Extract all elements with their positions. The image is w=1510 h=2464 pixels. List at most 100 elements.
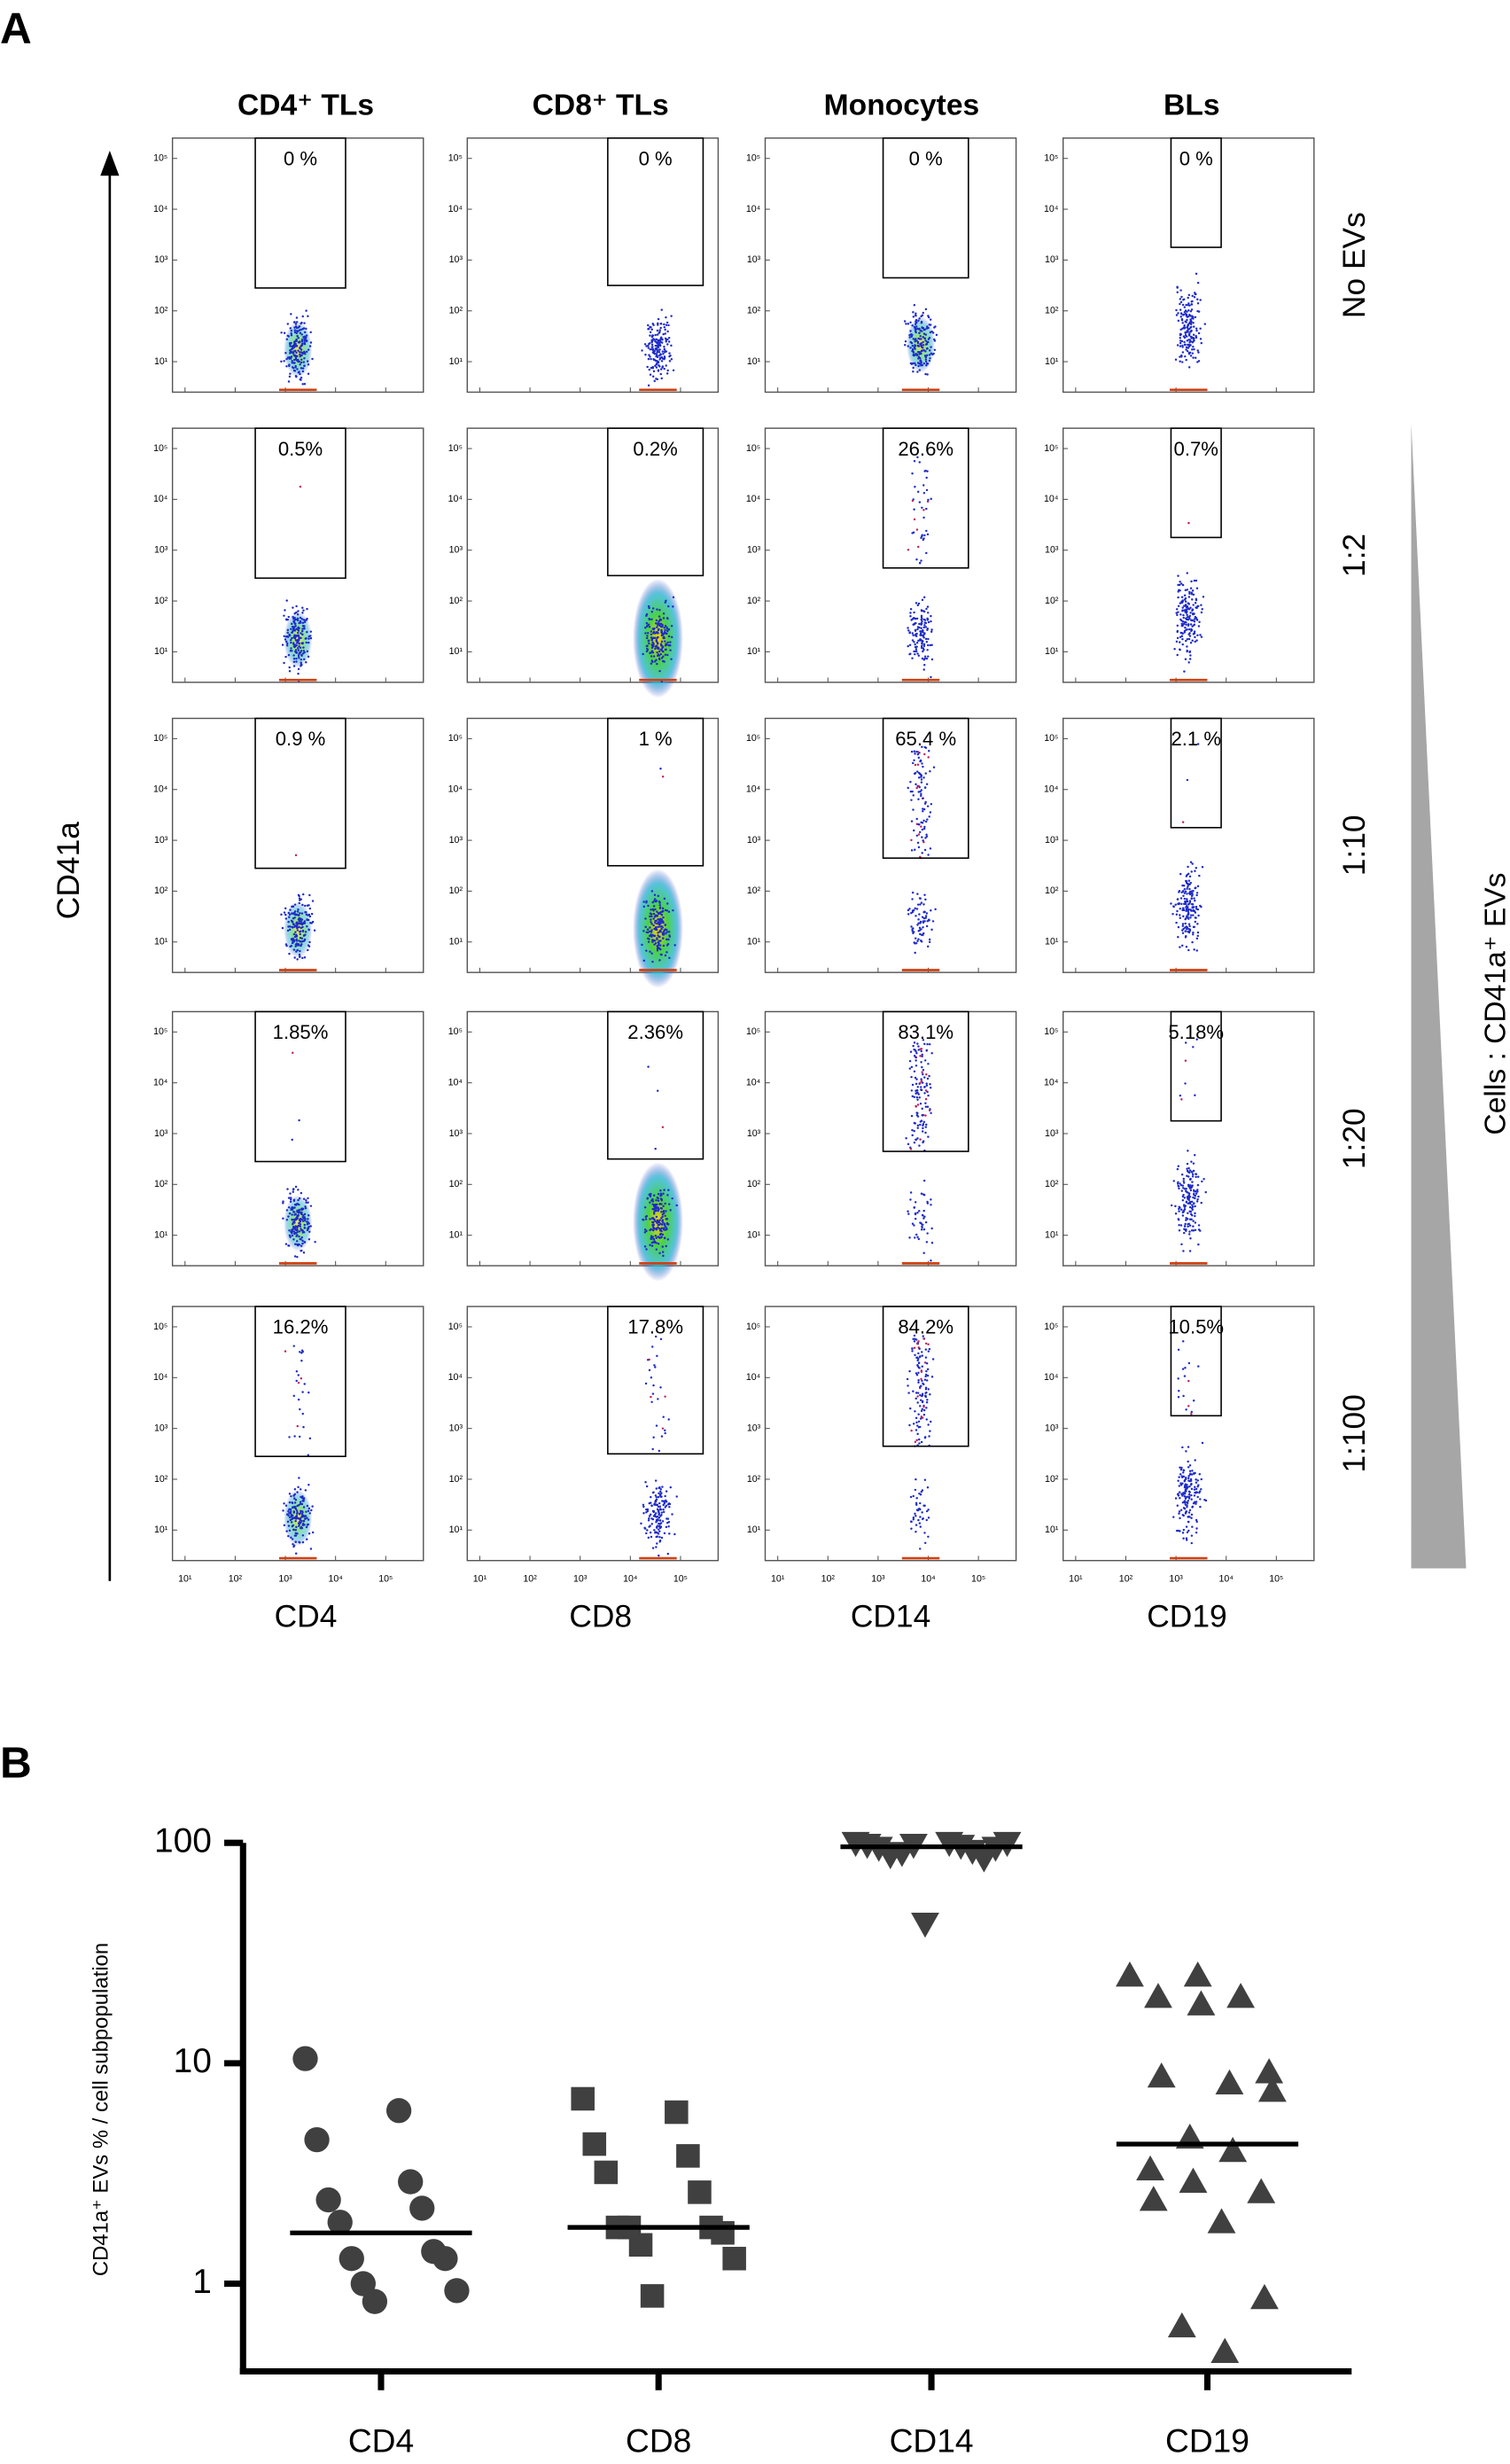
event-dot <box>294 1519 297 1523</box>
event-dot <box>296 1211 299 1213</box>
event-dot <box>1187 1361 1191 1365</box>
event-dot <box>651 607 655 610</box>
event-dot <box>1186 1174 1188 1177</box>
event-dot <box>645 949 648 952</box>
event-dot <box>1186 349 1189 353</box>
event-dot <box>1195 892 1199 894</box>
event-dot <box>1184 626 1187 629</box>
event-dot <box>909 780 912 784</box>
event-dot <box>300 1527 302 1530</box>
event-dot <box>924 308 928 311</box>
event-dot <box>922 348 925 352</box>
y-tick-label: 10¹ <box>154 1229 168 1240</box>
gate-percent: 1 % <box>639 728 673 750</box>
event-dot <box>1185 1539 1188 1541</box>
event-dot <box>294 622 297 625</box>
event-dot <box>1182 1210 1185 1213</box>
event-dot <box>1196 1190 1199 1193</box>
event-dot <box>1189 355 1193 357</box>
event-dot <box>665 931 669 933</box>
y-tick-label: 10⁵ <box>448 733 463 744</box>
event-dot <box>299 932 301 936</box>
event-dot <box>298 621 300 625</box>
event-dot <box>907 629 910 632</box>
event-dot <box>922 643 926 646</box>
y-tick-label: 10⁵ <box>153 153 167 164</box>
event-dot <box>666 369 669 372</box>
gate <box>607 427 704 577</box>
event-dot <box>921 1107 923 1111</box>
event-dot <box>930 497 932 501</box>
event-dot <box>291 631 294 634</box>
event-dot <box>292 660 296 663</box>
event-dot <box>290 341 292 345</box>
event-dot <box>1183 888 1187 891</box>
event-dot <box>658 609 661 612</box>
point <box>676 2144 700 2168</box>
event-dot <box>922 668 925 671</box>
event-dot <box>292 1188 295 1191</box>
event-dot <box>658 1522 660 1525</box>
event-dot <box>659 953 663 956</box>
event-dot <box>658 339 661 342</box>
event-dot <box>908 1067 912 1070</box>
event-dot <box>284 913 287 916</box>
event-dot <box>654 919 657 923</box>
event-dot <box>302 609 305 612</box>
event-dot <box>1192 1399 1195 1402</box>
event-dot <box>926 612 930 614</box>
event-dot <box>284 638 287 641</box>
event-dot <box>913 611 915 614</box>
event-dot <box>291 1538 294 1540</box>
event-dot <box>1177 1493 1179 1495</box>
event-dot <box>908 1059 912 1063</box>
event-dot <box>667 324 670 327</box>
plot-frame <box>466 1306 720 1562</box>
event-dot <box>292 620 295 623</box>
event-dot <box>925 1362 929 1365</box>
event-dot <box>1182 1231 1186 1235</box>
event-dot <box>310 912 314 916</box>
event-dot <box>930 1227 933 1230</box>
event-dot <box>924 637 928 641</box>
event-dot <box>929 357 931 360</box>
event-dot <box>931 331 935 334</box>
event-dot <box>287 911 291 915</box>
event-dot <box>662 1510 665 1514</box>
event-dot <box>913 459 916 463</box>
event-dot <box>1188 1485 1191 1488</box>
event-dot <box>1180 1466 1183 1470</box>
event-dot <box>914 652 916 656</box>
event-dot <box>1179 897 1183 900</box>
event-dot <box>300 1509 302 1513</box>
point <box>594 2160 619 2185</box>
y-tick-label: 10⁵ <box>746 1322 760 1332</box>
event-dot <box>299 485 302 488</box>
event-dot <box>922 610 926 613</box>
event-dot <box>1177 1184 1179 1188</box>
event-dot <box>914 330 917 332</box>
gate-percent: 0.9 % <box>276 728 326 750</box>
event-dot <box>927 498 930 502</box>
event-dot <box>917 1379 920 1382</box>
event-dot <box>298 351 301 354</box>
event-dot <box>292 362 295 364</box>
event-dot <box>919 1102 922 1105</box>
gate-percent: 10.5% <box>1168 1316 1224 1338</box>
event-dot <box>1178 901 1180 905</box>
event-dot <box>295 321 299 324</box>
event-dot <box>914 485 916 488</box>
event-dot <box>916 924 919 926</box>
event-dot <box>1179 1468 1183 1471</box>
event-dot <box>1190 1541 1194 1545</box>
event-dot <box>653 1241 657 1244</box>
event-dot <box>649 334 651 337</box>
event-dot <box>915 1138 917 1142</box>
event-dot <box>288 952 291 955</box>
event-dot <box>1181 351 1185 354</box>
event-dot <box>909 1050 913 1054</box>
event-dot <box>667 1418 670 1421</box>
event-dot <box>1187 1379 1190 1383</box>
event-dot <box>1180 635 1184 637</box>
